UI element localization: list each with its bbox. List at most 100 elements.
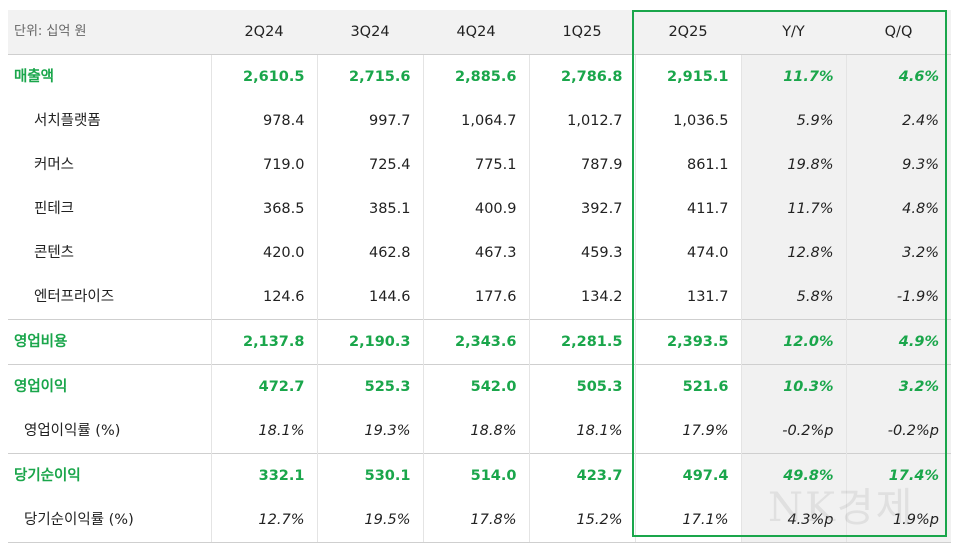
cell: 124.6 — [210, 275, 317, 320]
cell: 514.0 — [422, 453, 529, 498]
cell: 787.9 — [528, 143, 635, 187]
cell: 9.3% — [845, 143, 951, 187]
cell: 2,393.5 — [634, 319, 741, 365]
cell: 392.7 — [528, 187, 635, 231]
cell: 1,064.7 — [422, 99, 529, 143]
col-header-yoy: Y/Y — [741, 10, 846, 55]
cell: 3.2% — [845, 231, 951, 275]
cell: 525.3 — [316, 364, 423, 409]
cell: 2,786.8 — [528, 54, 635, 99]
cell: 12.7% — [210, 498, 317, 543]
row-label: 엔터프라이즈 — [34, 289, 115, 305]
cell: 368.5 — [210, 187, 317, 231]
cell: 5.8% — [740, 275, 846, 320]
cell: 505.3 — [528, 364, 635, 409]
col-header-4q24: 4Q24 — [423, 10, 529, 55]
col-header-1q25: 1Q25 — [529, 10, 635, 55]
cell: 2,610.5 — [210, 54, 317, 99]
cell: 521.6 — [634, 364, 741, 409]
cell: 2,715.6 — [316, 54, 423, 99]
col-header-2q25: 2Q25 — [635, 10, 741, 55]
cell: 462.8 — [316, 231, 423, 275]
table-row-net-income: 당기순이익 332.1 530.1 514.0 423.7 497.4 49.8… — [8, 453, 951, 498]
cell: 2,343.6 — [422, 319, 529, 365]
table-row-fintech: 핀테크 368.5 385.1 400.9 392.7 411.7 11.7% … — [8, 187, 951, 231]
cell: 775.1 — [422, 143, 529, 187]
table-row-enterprise: 엔터프라이즈 124.6 144.6 177.6 134.2 131.7 5.8… — [8, 275, 951, 320]
row-label: 영업이익 — [8, 364, 211, 409]
table-row-search: 서치플랫폼 978.4 997.7 1,064.7 1,012.7 1,036.… — [8, 99, 951, 143]
cell: 131.7 — [634, 275, 741, 320]
cell: 19.3% — [316, 409, 423, 454]
table-row-commerce: 커머스 719.0 725.4 775.1 787.9 861.1 19.8% … — [8, 143, 951, 187]
cell: 4.3%p — [740, 498, 846, 543]
cell: 467.3 — [422, 231, 529, 275]
cell: 4.9% — [845, 319, 951, 365]
cell: 18.1% — [210, 409, 317, 454]
cell: 4.8% — [845, 187, 951, 231]
cell: 17.4% — [845, 453, 951, 498]
cell: 19.5% — [316, 498, 423, 543]
row-label: 서치플랫폼 — [34, 113, 101, 129]
header-row: 단위: 십억 원 2Q24 3Q24 4Q24 1Q25 2Q25 Y/Y Q/… — [8, 10, 951, 55]
cell: 144.6 — [316, 275, 423, 320]
cell: 332.1 — [210, 453, 317, 498]
cell: 978.4 — [210, 99, 317, 143]
cell: 1,012.7 — [528, 99, 635, 143]
table-row-opex: 영업비용 2,137.8 2,190.3 2,343.6 2,281.5 2,3… — [8, 319, 951, 365]
cell: 134.2 — [528, 275, 635, 320]
cell: 997.7 — [316, 99, 423, 143]
cell: 2,885.6 — [422, 54, 529, 99]
cell: 18.1% — [528, 409, 635, 454]
cell: 5.9% — [740, 99, 846, 143]
col-header-3q24: 3Q24 — [317, 10, 423, 55]
cell: 4.6% — [845, 54, 951, 99]
row-label: 영업비용 — [8, 319, 211, 365]
col-header-2q24: 2Q24 — [211, 10, 317, 55]
cell: 474.0 — [634, 231, 741, 275]
cell: 423.7 — [528, 453, 635, 498]
table-row-operating-margin: 영업이익률 (%) 18.1% 19.3% 18.8% 18.1% 17.9% … — [8, 409, 951, 454]
cell: 19.8% — [740, 143, 846, 187]
cell: 385.1 — [316, 187, 423, 231]
cell: 15.2% — [528, 498, 635, 543]
unit-label: 단위: 십억 원 — [8, 10, 211, 55]
cell: 459.3 — [528, 231, 635, 275]
cell: 17.9% — [634, 409, 741, 454]
cell: 2,281.5 — [528, 319, 635, 365]
cell: -1.9% — [845, 275, 951, 320]
col-header-qoq: Q/Q — [846, 10, 951, 55]
row-label: 매출액 — [14, 69, 55, 85]
cell: 10.3% — [740, 364, 846, 409]
cell: 2,915.1 — [634, 54, 741, 99]
cell: 17.1% — [634, 498, 741, 543]
cell: 3.2% — [845, 364, 951, 409]
row-label: 영업이익률 (%) — [24, 423, 121, 439]
table-row-operating-profit: 영업이익 472.7 525.3 542.0 505.3 521.6 10.3%… — [8, 364, 951, 409]
cell: 1,036.5 — [634, 99, 741, 143]
table-row-net-margin: 당기순이익률 (%) 12.7% 19.5% 17.8% 15.2% 17.1%… — [8, 498, 951, 543]
cell: 11.7% — [740, 187, 846, 231]
cell: 497.4 — [634, 453, 741, 498]
row-label: 당기순이익 — [8, 453, 211, 498]
cell: 411.7 — [634, 187, 741, 231]
cell: 1.9%p — [845, 498, 951, 543]
cell: 177.6 — [422, 275, 529, 320]
row-label: 당기순이익률 (%) — [8, 498, 211, 543]
row-label: 커머스 — [34, 157, 75, 173]
row-label: 콘텐츠 — [34, 245, 75, 261]
cell: 12.8% — [740, 231, 846, 275]
cell: 17.8% — [422, 498, 529, 543]
cell: 530.1 — [316, 453, 423, 498]
cell: -0.2%p — [740, 409, 846, 454]
cell: 2,190.3 — [316, 319, 423, 365]
financial-table: 단위: 십억 원 2Q24 3Q24 4Q24 1Q25 2Q25 Y/Y Q/… — [8, 10, 951, 543]
cell: 472.7 — [210, 364, 317, 409]
cell: 2.4% — [845, 99, 951, 143]
cell: 420.0 — [210, 231, 317, 275]
cell: 719.0 — [210, 143, 317, 187]
cell: 49.8% — [740, 453, 846, 498]
cell: 2,137.8 — [210, 319, 317, 365]
cell: 18.8% — [422, 409, 529, 454]
cell: 12.0% — [740, 319, 846, 365]
